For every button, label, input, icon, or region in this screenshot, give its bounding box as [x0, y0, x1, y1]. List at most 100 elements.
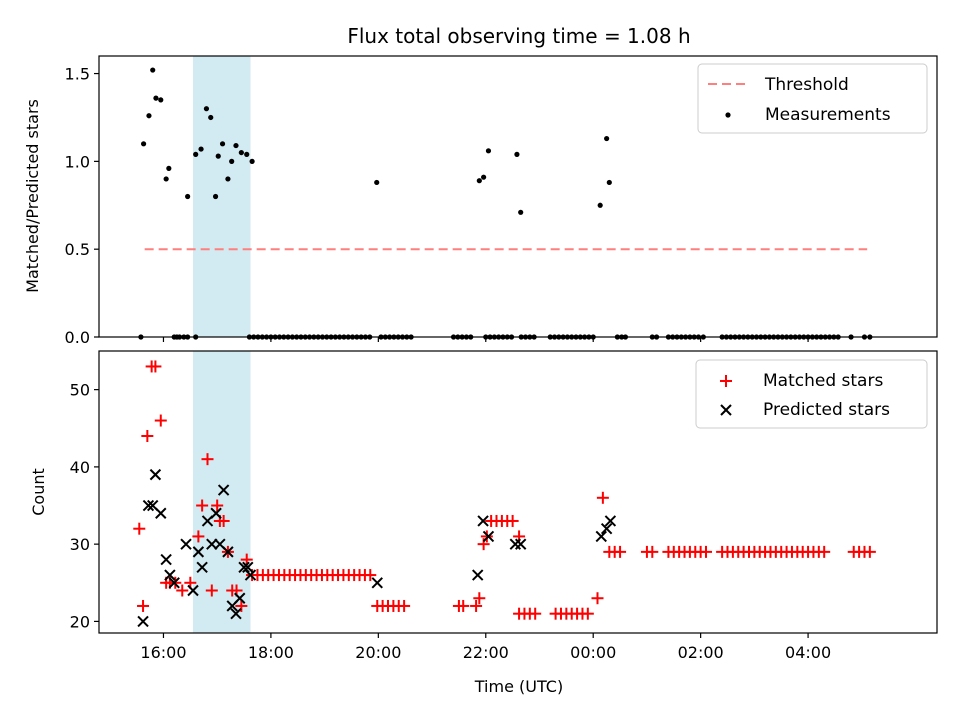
matched-star-marker — [863, 545, 876, 558]
measurement-point — [163, 176, 169, 182]
top-highlight-span — [193, 56, 251, 337]
measurement-point — [476, 178, 482, 184]
measurement-point — [481, 174, 487, 180]
measurement-point — [158, 97, 164, 103]
measurement-point — [244, 151, 250, 157]
measurement-point — [140, 141, 147, 147]
matched-star-marker — [398, 599, 411, 612]
predicted-star-marker — [160, 553, 172, 566]
legend-predicted-swatch — [720, 404, 732, 416]
measurement-point — [374, 179, 380, 186]
matched-star-marker — [457, 599, 470, 612]
x-tick-label: 18:00 — [248, 643, 294, 662]
measurement-point — [198, 146, 204, 152]
measurement-point — [203, 106, 210, 112]
legend-matched-label: Matched stars — [763, 371, 883, 391]
top-legend-box — [697, 63, 928, 134]
top-y-tick-label: 0.5 — [65, 240, 90, 259]
predicted-star-marker — [210, 507, 222, 519]
measurement-point — [215, 153, 221, 159]
measurement-point — [193, 151, 199, 157]
matched-star-marker — [470, 599, 483, 612]
predicted-star-marker — [196, 561, 208, 574]
predicted-star-marker — [168, 577, 180, 589]
measurement-point — [166, 165, 172, 171]
predicted-star-marker — [244, 569, 257, 581]
bottom-panel: 16:00 18:00 20:00 22:00 00:00 02:00 04:00 20 30 4… — [29, 350, 938, 696]
predicted-star-marker — [187, 584, 199, 597]
matched-star-marker — [192, 530, 205, 543]
measurement-point — [219, 141, 226, 147]
predicted-star-marker — [142, 499, 155, 512]
matched-star-marker — [529, 607, 542, 620]
matched-star-marker — [196, 499, 209, 512]
measurement-point — [146, 113, 152, 119]
matched-star-marker — [364, 569, 377, 582]
matched-star-marker — [506, 514, 519, 527]
predicted-star-marker — [472, 569, 484, 581]
predicted-star-marker — [217, 484, 230, 496]
measurement-point — [249, 158, 255, 164]
top-panel: 0.0 0.5 1.0 1.5 Matched/Predicted stars Thr… — [23, 55, 938, 347]
measurement-point — [233, 142, 239, 149]
legend-threshold-label: Threshold — [764, 75, 849, 95]
bottom-y-tick-label: 50 — [70, 381, 90, 400]
predicted-star-marker — [180, 538, 192, 550]
predicted-star-marker — [242, 561, 254, 574]
count-points — [133, 360, 876, 628]
measurement-point — [606, 179, 612, 186]
measurement-point — [225, 176, 231, 182]
matched-star-marker — [700, 545, 713, 558]
x-tick-label: 16:00 — [140, 643, 186, 662]
legend-matched-swatch — [720, 375, 732, 387]
measurement-point — [597, 202, 603, 208]
matched-star-marker — [133, 522, 146, 535]
measurement-point — [212, 193, 219, 200]
measurement-point — [153, 95, 159, 101]
bottom-y-tick-label: 30 — [70, 535, 90, 554]
matched-star-marker — [235, 599, 248, 612]
measurement-point — [604, 135, 610, 142]
measurement-point — [514, 151, 520, 157]
matched-star-marker — [176, 584, 189, 597]
measurement-point — [229, 158, 235, 164]
predicted-star-marker — [514, 538, 527, 550]
matched-star-marker — [596, 491, 609, 504]
bottom-legend: Matched stars Predicted stars — [695, 359, 928, 429]
matched-star-marker — [141, 429, 154, 442]
x-tick-label: 04:00 — [785, 643, 831, 662]
measurement-point — [238, 149, 244, 156]
predicted-star-marker — [371, 577, 383, 589]
top-y-tick-label: 0.0 — [65, 328, 90, 347]
bottom-plot-frame — [98, 350, 938, 634]
legend-measurements-label: Measurements — [765, 105, 891, 125]
matched-star-marker — [581, 607, 594, 620]
measurement-point — [518, 209, 524, 215]
legend-predicted-label: Predicted stars — [763, 400, 890, 420]
top-y-tick-label: 1.5 — [65, 65, 90, 84]
matched-star-marker — [591, 592, 604, 605]
predicted-star-marker — [234, 592, 246, 604]
matched-star-marker — [818, 545, 831, 558]
predicted-star-marker — [149, 468, 162, 481]
matched-star-marker — [211, 499, 224, 512]
chart-title: Flux total observing time = 1.08 h — [347, 24, 690, 48]
x-tick-label: 00:00 — [570, 643, 616, 662]
matched-star-marker — [137, 599, 150, 612]
matched-star-marker — [646, 545, 659, 558]
predicted-star-marker — [477, 515, 489, 527]
predicted-star-marker — [155, 507, 167, 519]
x-axis-label: Time (UTC) — [474, 677, 563, 696]
x-tick-label: 22:00 — [463, 643, 509, 662]
measurement-point — [185, 193, 191, 200]
matched-star-marker — [614, 545, 627, 558]
bottom-y-tick-label: 40 — [70, 458, 90, 477]
top-legend: Threshold Measurements — [697, 63, 928, 134]
predicted-star-marker — [192, 546, 205, 558]
matched-star-marker — [154, 414, 167, 427]
matched-star-marker — [217, 514, 230, 527]
predicted-star-marker — [595, 530, 607, 543]
top-y-tick-label: 1.0 — [65, 152, 90, 171]
matched-star-marker — [205, 584, 218, 597]
measurement-point — [150, 67, 156, 73]
